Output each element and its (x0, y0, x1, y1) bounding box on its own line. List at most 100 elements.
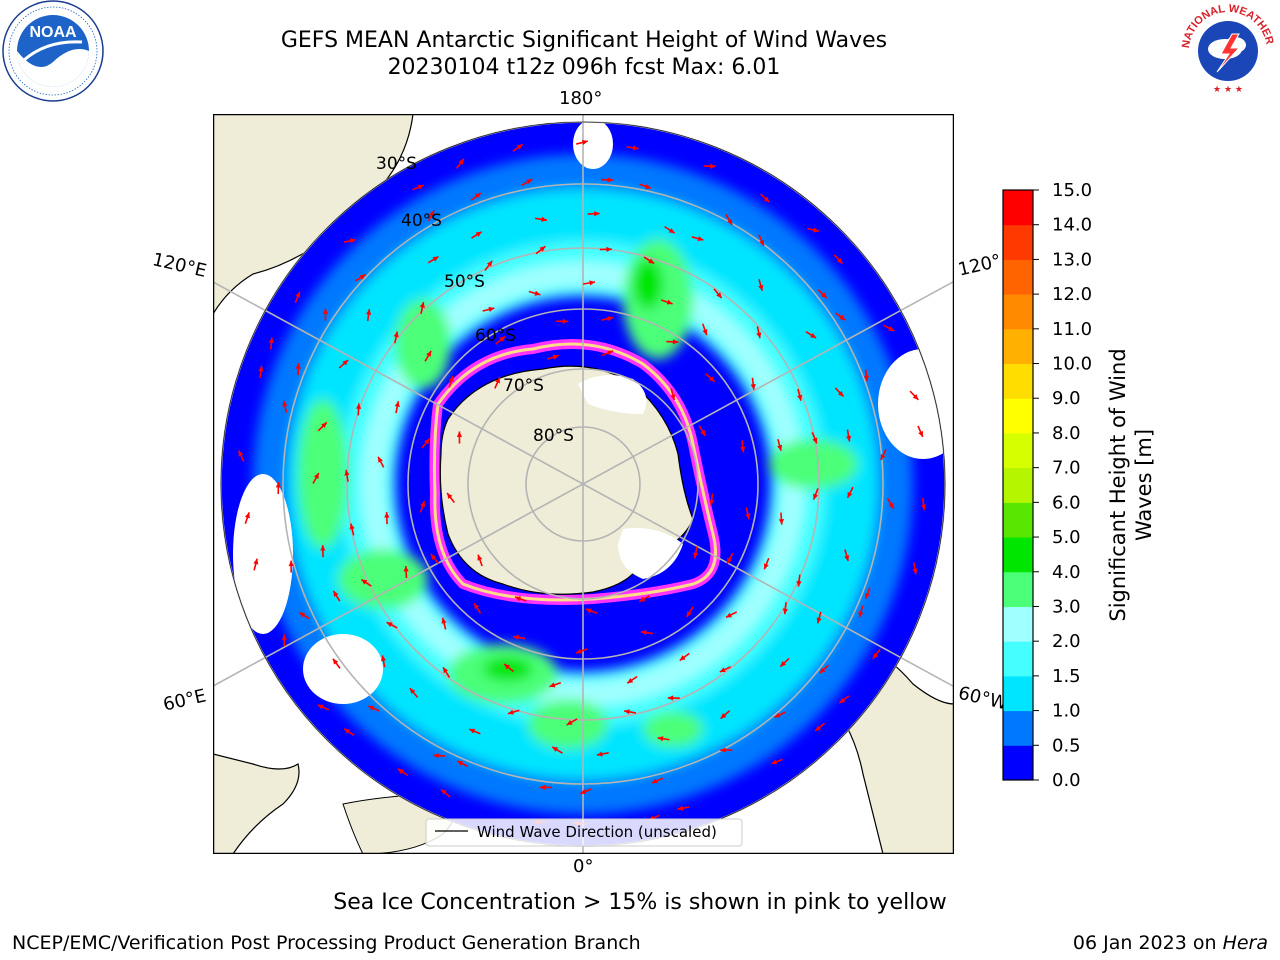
colorbar-tick-label: 0.5 (1052, 735, 1081, 756)
wave-arrow-head (419, 302, 425, 308)
wave-arrow-head (359, 274, 366, 280)
wave-arrow-head (322, 308, 329, 315)
wave-arrow-head (651, 778, 658, 784)
wave-arrow-head (677, 805, 684, 811)
wave-arrow-head (441, 789, 447, 795)
lat-label-30s: 30°S (376, 154, 417, 174)
wave-arrow-head (836, 257, 843, 264)
wave-arrow-head (657, 736, 664, 742)
wave-arrow-head (441, 617, 447, 624)
wave-arrow-head (474, 603, 480, 610)
wave-arrow-head (810, 332, 817, 339)
wave-arrow-head (321, 422, 327, 429)
wave-arrow-head (244, 512, 250, 519)
wave-arrow-head (644, 184, 651, 189)
wave-arrow-head (727, 218, 733, 225)
colorbar-swatch (1003, 571, 1033, 607)
colorbar-tick-label: 3.0 (1052, 596, 1081, 617)
wave-arrow-head (258, 365, 264, 372)
svg-text:★ ★ ★: ★ ★ ★ (1213, 85, 1243, 95)
wave-direction-arrows (238, 139, 927, 827)
wave-arrow-head (253, 558, 259, 565)
wave-arrow-head (639, 596, 646, 602)
wave-arrow-head (847, 491, 853, 498)
wave-arrow-head (632, 145, 639, 151)
wave-arrow-head (709, 499, 715, 506)
wave-arrow-head (488, 306, 495, 312)
wave-arrow-head (474, 193, 481, 199)
wave-arrow-head (880, 454, 886, 461)
wave-arrow-head (585, 608, 592, 614)
wave-arrow-head (918, 430, 924, 437)
wave-arrow-head (534, 290, 541, 296)
wave-arrow-head (349, 238, 356, 244)
wave-arrow-head (727, 557, 732, 564)
wave-arrow-head (333, 590, 339, 597)
colorbar-swatch (1003, 190, 1033, 226)
wave-arrow-head (640, 629, 647, 636)
wave-arrow-head (469, 728, 476, 734)
colorbar-tick-label: 1.5 (1052, 666, 1081, 687)
wave-arrow-head (912, 568, 918, 575)
wave-arrow-head (594, 211, 600, 217)
wave-arrow-head (499, 336, 506, 342)
wave-arrow-head (797, 394, 803, 401)
wave-arrow-head (812, 437, 818, 444)
colorbar-swatch (1003, 641, 1033, 677)
lat-label-40s: 40°S (401, 211, 442, 231)
wave-arrow-head (780, 661, 786, 667)
wave-arrow-head (386, 622, 393, 628)
lat-label-60s: 60°S (475, 326, 516, 346)
wave-arrow-head (475, 231, 482, 237)
wave-arrow-head (448, 376, 454, 382)
colorbar-swatch (1003, 467, 1033, 503)
wave-arrow-head (589, 280, 596, 286)
wave-arrow-head (342, 359, 349, 366)
wave-arrow-head (429, 210, 435, 217)
wave-arrow-head (700, 430, 706, 437)
wave-arrow-head (443, 667, 449, 674)
wave-arrow-head (708, 376, 715, 382)
wave-arrow-head (777, 444, 783, 451)
wave-arrow-head (403, 566, 409, 572)
wave-arrow-head (457, 760, 464, 766)
wave-arrow-head (846, 435, 852, 442)
wave-arrow-head (394, 401, 400, 408)
wave-arrow-head (858, 611, 864, 618)
wave-arrow-head (607, 177, 614, 183)
colorbar-tick-label: 0.0 (1052, 770, 1081, 790)
wave-arrow-head (872, 652, 879, 659)
colorbar-tick-label: 1.0 (1052, 701, 1081, 722)
wave-arrow-head (726, 612, 733, 618)
colorbar-swatch (1003, 606, 1033, 642)
wave-arrow-head (686, 610, 692, 617)
wave-arrow-head (839, 697, 846, 704)
wave-arrow-head (575, 648, 582, 654)
noaa-logo: NOAA (2, 0, 104, 102)
wave-arrow-head (539, 784, 546, 790)
wave-arrow-head (813, 493, 819, 500)
wave-arrow-head (758, 284, 764, 291)
colorbar-label-1: Significant Height of Wind (1106, 348, 1130, 621)
wave-arrow-head (433, 753, 439, 759)
wave-arrow-head (515, 596, 522, 602)
wave-arrow-head (432, 256, 439, 262)
wave-arrow-head (393, 331, 399, 338)
wave-arrow-head (815, 725, 822, 731)
land-africa (213, 753, 300, 854)
wave-arrow-head (839, 314, 846, 321)
colorbar-swatch (1003, 745, 1033, 781)
chart-title: GEFS MEAN Antarctic Significant Height o… (280, 28, 888, 53)
colorbar-swatch (1003, 259, 1033, 295)
wave-arrow-head (539, 246, 546, 252)
wave-arrow-head (295, 291, 301, 298)
wave-arrow-head (710, 163, 716, 169)
lon-label-60e: 60°E (161, 685, 209, 716)
wave-arrow-head (368, 705, 375, 711)
colorbar-swatch (1003, 537, 1033, 573)
colorbar-tick-label: 13.0 (1052, 249, 1092, 270)
wave-arrow-head (816, 617, 822, 624)
wave-arrow-head (740, 446, 746, 453)
wave-arrow-head (819, 667, 826, 674)
wave-arrow-head (720, 713, 727, 719)
